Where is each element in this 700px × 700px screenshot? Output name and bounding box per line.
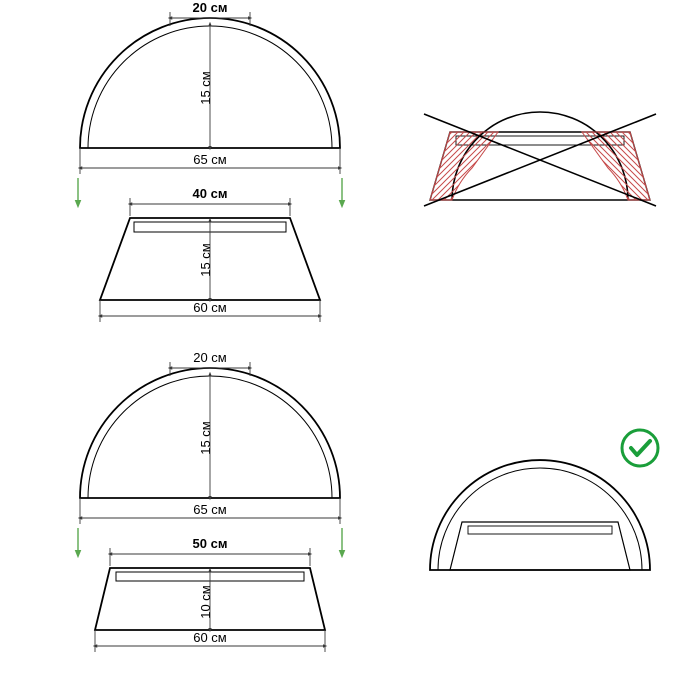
dim-bot-base-basew: 60 см [193, 630, 227, 645]
diagram-root: 20 см 65 см 15 см 40 см 60 см 15 см [0, 0, 700, 700]
dim-bot-dome-h: 15 см [198, 421, 213, 455]
dim-top-base-basew: 60 см [193, 300, 227, 315]
bottom-accept-figure [430, 460, 650, 570]
dim-bot-dome-basew: 65 см [193, 502, 227, 517]
dim-bot-base-h: 10 см [198, 585, 213, 619]
dim-bot-base-topw: 50 см [193, 536, 228, 551]
bottom-dome: 20 см 65 см 15 см [80, 350, 340, 524]
dim-top-dome-topw: 20 см [193, 0, 228, 15]
top-dome: 20 см 65 см 15 см [80, 0, 340, 174]
dim-bot-dome-topw: 20 см [193, 350, 227, 365]
dim-top-base-h: 15 см [198, 243, 213, 277]
checkmark-icon [622, 430, 658, 466]
dim-top-base-topw: 40 см [193, 186, 228, 201]
dim-top-dome-h: 15 см [198, 71, 213, 105]
dim-top-dome-basew: 65 см [193, 152, 227, 167]
bottom-base: 50 см 60 см 10 см [95, 536, 325, 652]
top-base: 40 см 60 см 15 см [100, 186, 320, 322]
top-reject-figure [424, 112, 656, 206]
